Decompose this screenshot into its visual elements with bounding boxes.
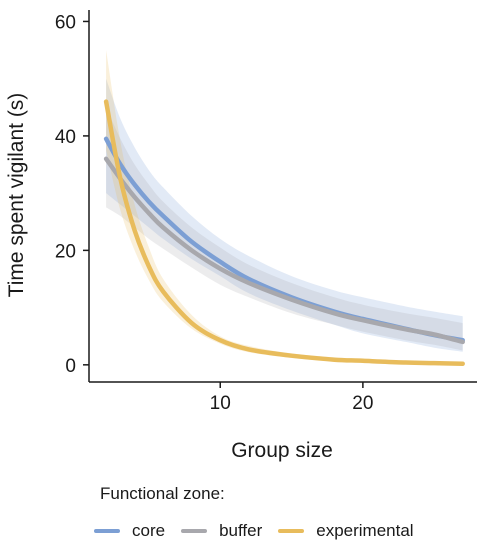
legend-key-core bbox=[94, 529, 120, 533]
legend-key-experimental bbox=[278, 529, 305, 533]
y-axis-title: Time spent vigilant (s) bbox=[5, 93, 28, 298]
x-tick-label: 20 bbox=[352, 393, 373, 414]
vigilance-chart: 0 20 40 60 10 20 Group size Time spent vigila… bbox=[5, 10, 477, 462]
axes: 0 20 40 60 10 20 bbox=[55, 10, 477, 414]
legend-label-experimental: experimental bbox=[316, 521, 414, 540]
legend-key-buffer bbox=[181, 529, 208, 533]
y-tick-label: 60 bbox=[55, 12, 76, 33]
legend-item-buffer: buffer bbox=[181, 521, 262, 541]
series-line-experimental bbox=[103, 99, 465, 366]
x-tick-label: 10 bbox=[210, 393, 231, 414]
legend-label-core: core bbox=[132, 521, 166, 540]
y-tick-label: 40 bbox=[55, 127, 76, 148]
ci-band-buffer bbox=[106, 107, 463, 351]
y-tick-label: 20 bbox=[55, 241, 76, 262]
legend: Functional zone: core buffer experimental bbox=[94, 484, 488, 541]
series-lines bbox=[103, 99, 465, 366]
legend-items: core buffer experimental bbox=[94, 521, 488, 541]
legend-label-buffer: buffer bbox=[219, 521, 263, 540]
series-line-buffer bbox=[103, 156, 465, 345]
legend-item-experimental: experimental bbox=[278, 521, 414, 541]
legend-item-core: core bbox=[94, 521, 165, 541]
x-axis-title: Group size bbox=[231, 439, 333, 462]
y-tick-label: 0 bbox=[65, 356, 76, 377]
confidence-bands bbox=[106, 50, 463, 365]
legend-title: Functional zone: bbox=[100, 484, 225, 503]
